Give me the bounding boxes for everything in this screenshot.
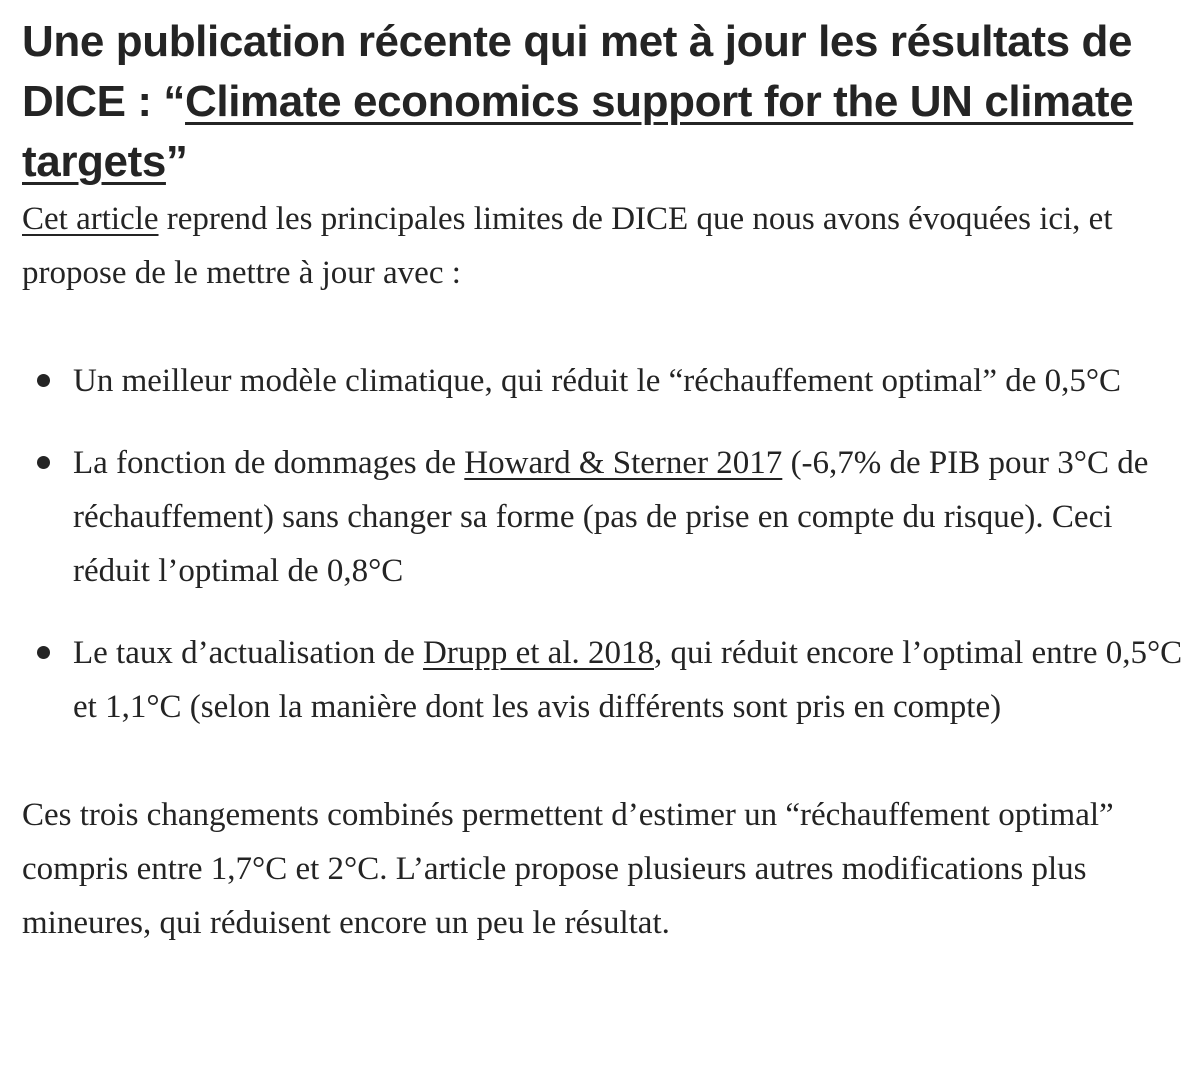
list-item: Un meilleur modèle climatique, qui rédui… [22, 354, 1187, 408]
article-link[interactable]: Cet article [22, 201, 159, 237]
heading-closing-quote: ” [165, 137, 188, 186]
howard-sterner-link[interactable]: Howard & Sterner 2017 [464, 445, 783, 481]
changes-list: Un meilleur modèle climatique, qui rédui… [22, 354, 1187, 734]
list-item: Le taux d’actualisation de Drupp et al. … [22, 626, 1187, 734]
list-item-text-before-link: La fonction de dommages de [73, 445, 465, 481]
bullet-icon [37, 646, 50, 659]
list-item-text-after-link: , qui réduit encore l’optimal entre 0,5°… [73, 635, 1183, 725]
paper-title-link[interactable]: Climate economics support for the UN cli… [22, 77, 1134, 186]
bullet-icon [37, 456, 50, 469]
heading-text: Une publication récente qui met à jour l… [22, 17, 1133, 126]
section-heading: Une publication récente qui met à jour l… [22, 12, 1187, 192]
list-item: La fonction de dommages de Howard & Ster… [22, 436, 1187, 598]
list-item-text-before-link: Le taux d’actualisation de [73, 635, 424, 671]
intro-text: reprend les principales limites de DICE … [22, 201, 1113, 291]
conclusion-paragraph: Ces trois changements combinés permetten… [22, 797, 1114, 941]
list-item-text: La fonction de dommages de Howard & Ster… [73, 445, 1148, 589]
drupp-link[interactable]: Drupp et al. 2018 [423, 635, 654, 671]
list-item-text-after-link: (-6,7% de PIB pour 3°C de réchauffement)… [73, 445, 1149, 589]
list-item-text: Un meilleur modèle climatique, qui rédui… [73, 363, 1122, 399]
bullet-icon [37, 374, 50, 387]
list-item-text: Le taux d’actualisation de Drupp et al. … [73, 635, 1182, 725]
intro-paragraph: Cet article reprend les principales limi… [22, 192, 1187, 300]
article-section: Une publication récente qui met à jour l… [22, 12, 1187, 950]
